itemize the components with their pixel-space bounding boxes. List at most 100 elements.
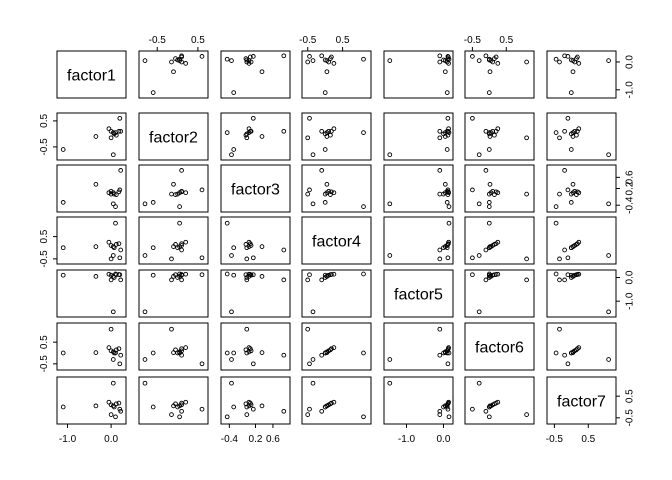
data-point	[183, 271, 189, 277]
data-point	[470, 272, 475, 278]
data-point	[199, 406, 205, 412]
data-point	[281, 408, 287, 414]
data-point	[307, 115, 312, 121]
data-point	[470, 115, 475, 121]
data-point	[322, 191, 328, 197]
data-point	[557, 191, 562, 197]
tick-label: 0.5	[499, 35, 513, 46]
data-point	[171, 181, 176, 187]
tick-label: -0.5	[464, 35, 482, 46]
data-point	[183, 345, 189, 350]
panel-factor2-vs-factor3	[220, 112, 291, 161]
panel-frame	[301, 164, 372, 213]
variable-label: factor3	[231, 182, 280, 199]
data-point	[562, 53, 567, 59]
data-point	[476, 152, 482, 158]
data-point	[310, 357, 316, 362]
data-point	[319, 352, 325, 358]
data-point	[248, 348, 254, 354]
panel-factor1-vs-factor3	[220, 50, 291, 99]
data-point	[446, 345, 451, 350]
tick-label: 0.5	[336, 35, 350, 46]
data-point	[562, 128, 567, 134]
data-point	[387, 152, 393, 158]
data-point	[179, 168, 184, 173]
data-point	[281, 128, 287, 134]
y-axis-factor3: -0.40.20.6	[615, 170, 635, 214]
tick-label: 0.0	[624, 55, 635, 69]
data-point	[565, 187, 571, 193]
panel-factor4-vs-factor4: factor4	[301, 216, 372, 265]
data-point	[445, 115, 451, 121]
data-point	[444, 90, 450, 95]
data-point	[486, 204, 492, 209]
data-point	[495, 271, 501, 277]
data-point	[486, 414, 492, 420]
data-point	[562, 168, 567, 173]
data-point	[244, 277, 250, 283]
data-point	[224, 271, 230, 277]
y-axis-factor2: -0.5 0.5	[39, 114, 58, 156]
data-point	[281, 277, 287, 283]
data-point	[60, 272, 66, 278]
data-point	[319, 408, 325, 414]
data-point	[229, 309, 234, 315]
data-point	[169, 191, 174, 197]
data-point	[361, 271, 366, 277]
data-point	[199, 54, 205, 59]
data-point	[324, 69, 330, 75]
variable-label: factor6	[475, 340, 524, 357]
data-point	[307, 406, 312, 412]
data-point	[244, 275, 250, 280]
panel-factor4-vs-factor2	[138, 216, 209, 265]
data-point	[553, 130, 559, 135]
data-point	[175, 245, 180, 251]
data-point	[445, 406, 451, 412]
panel-frame	[464, 322, 535, 371]
data-point	[142, 357, 148, 362]
data-point	[113, 401, 119, 407]
tick-label: -0.5	[39, 355, 50, 373]
data-point	[319, 53, 325, 59]
data-point	[553, 204, 559, 209]
variable-label: factor2	[149, 130, 198, 147]
data-point	[331, 190, 337, 196]
data-point	[281, 53, 287, 59]
data-point	[437, 247, 443, 253]
data-point	[117, 255, 123, 261]
data-point	[118, 408, 124, 414]
data-point	[113, 220, 118, 226]
panel-factor5-vs-factor3	[220, 269, 291, 318]
data-point	[437, 326, 443, 332]
data-point	[437, 352, 443, 358]
data-point	[281, 352, 287, 358]
data-point	[224, 56, 230, 62]
data-point	[495, 126, 501, 132]
panel-factor2-vs-factor2: factor2	[138, 112, 209, 161]
y-axis-factor4: -0.5 0.5	[39, 229, 58, 268]
variable-label: factor4	[312, 234, 361, 251]
data-point	[179, 247, 184, 253]
tick-label: -0.5	[39, 138, 50, 156]
tick-label: 0.5	[39, 229, 50, 243]
data-point	[483, 128, 489, 134]
panel-factor6-vs-factor6: factor6	[464, 322, 535, 371]
data-point	[142, 253, 148, 258]
panel-frame	[301, 376, 372, 425]
data-point	[108, 243, 114, 248]
panel-factor2-vs-factor6	[464, 112, 535, 161]
data-point	[244, 59, 250, 65]
data-point	[444, 245, 450, 251]
data-point	[470, 406, 475, 412]
tick-label: 0.5	[39, 335, 50, 349]
data-point	[445, 361, 451, 367]
panel-frame	[220, 164, 291, 213]
data-point	[179, 346, 184, 352]
panel-factor4-vs-factor5	[383, 216, 454, 265]
data-point	[305, 191, 311, 197]
data-point	[231, 147, 237, 152]
y-axis-factor7: -0.5 0.5	[615, 389, 635, 426]
tick-label: -1.0	[398, 434, 416, 445]
data-point	[113, 271, 118, 277]
data-point	[305, 277, 311, 283]
